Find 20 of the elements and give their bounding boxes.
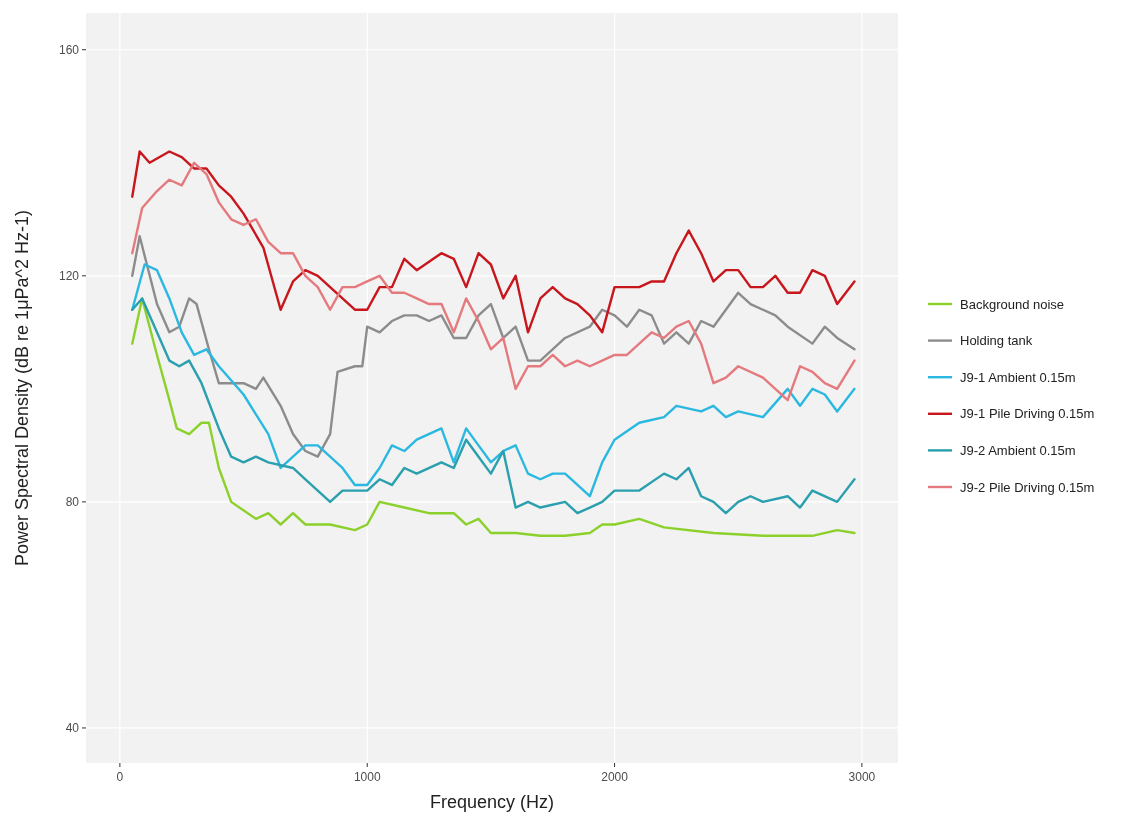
y-tick-label: 120 bbox=[58, 269, 80, 284]
x-axis-title: Frequency (Hz) bbox=[429, 792, 555, 812]
legend-label: J9-1 Ambient 0.15m bbox=[960, 369, 1076, 385]
legend-label: J9-2 Pile Driving 0.15m bbox=[960, 479, 1095, 495]
x-tick-label: 2000 bbox=[601, 770, 629, 784]
y-axis-title: Power Spectral Density (dB re 1μPa^2 Hz-1) bbox=[12, 210, 32, 566]
legend-label: J9-2 Ambient 0.15m bbox=[960, 442, 1076, 458]
line-series bbox=[131, 235, 856, 458]
y-tick-label: 40 bbox=[65, 721, 80, 736]
line-series bbox=[131, 161, 856, 402]
x-tick-label: 1000 bbox=[353, 770, 381, 784]
y-tick-label: 80 bbox=[65, 495, 80, 510]
line-series bbox=[131, 263, 856, 498]
legend-label: J9-1 Pile Driving 0.15m bbox=[960, 406, 1095, 422]
legend-label: Holding tank bbox=[960, 333, 1033, 349]
x-tick-label: 0 bbox=[116, 770, 124, 784]
legend-label: Background noise bbox=[960, 296, 1065, 312]
line-series bbox=[131, 150, 856, 334]
x-tick-label: 3000 bbox=[848, 770, 876, 784]
y-tick-label: 160 bbox=[58, 42, 80, 57]
